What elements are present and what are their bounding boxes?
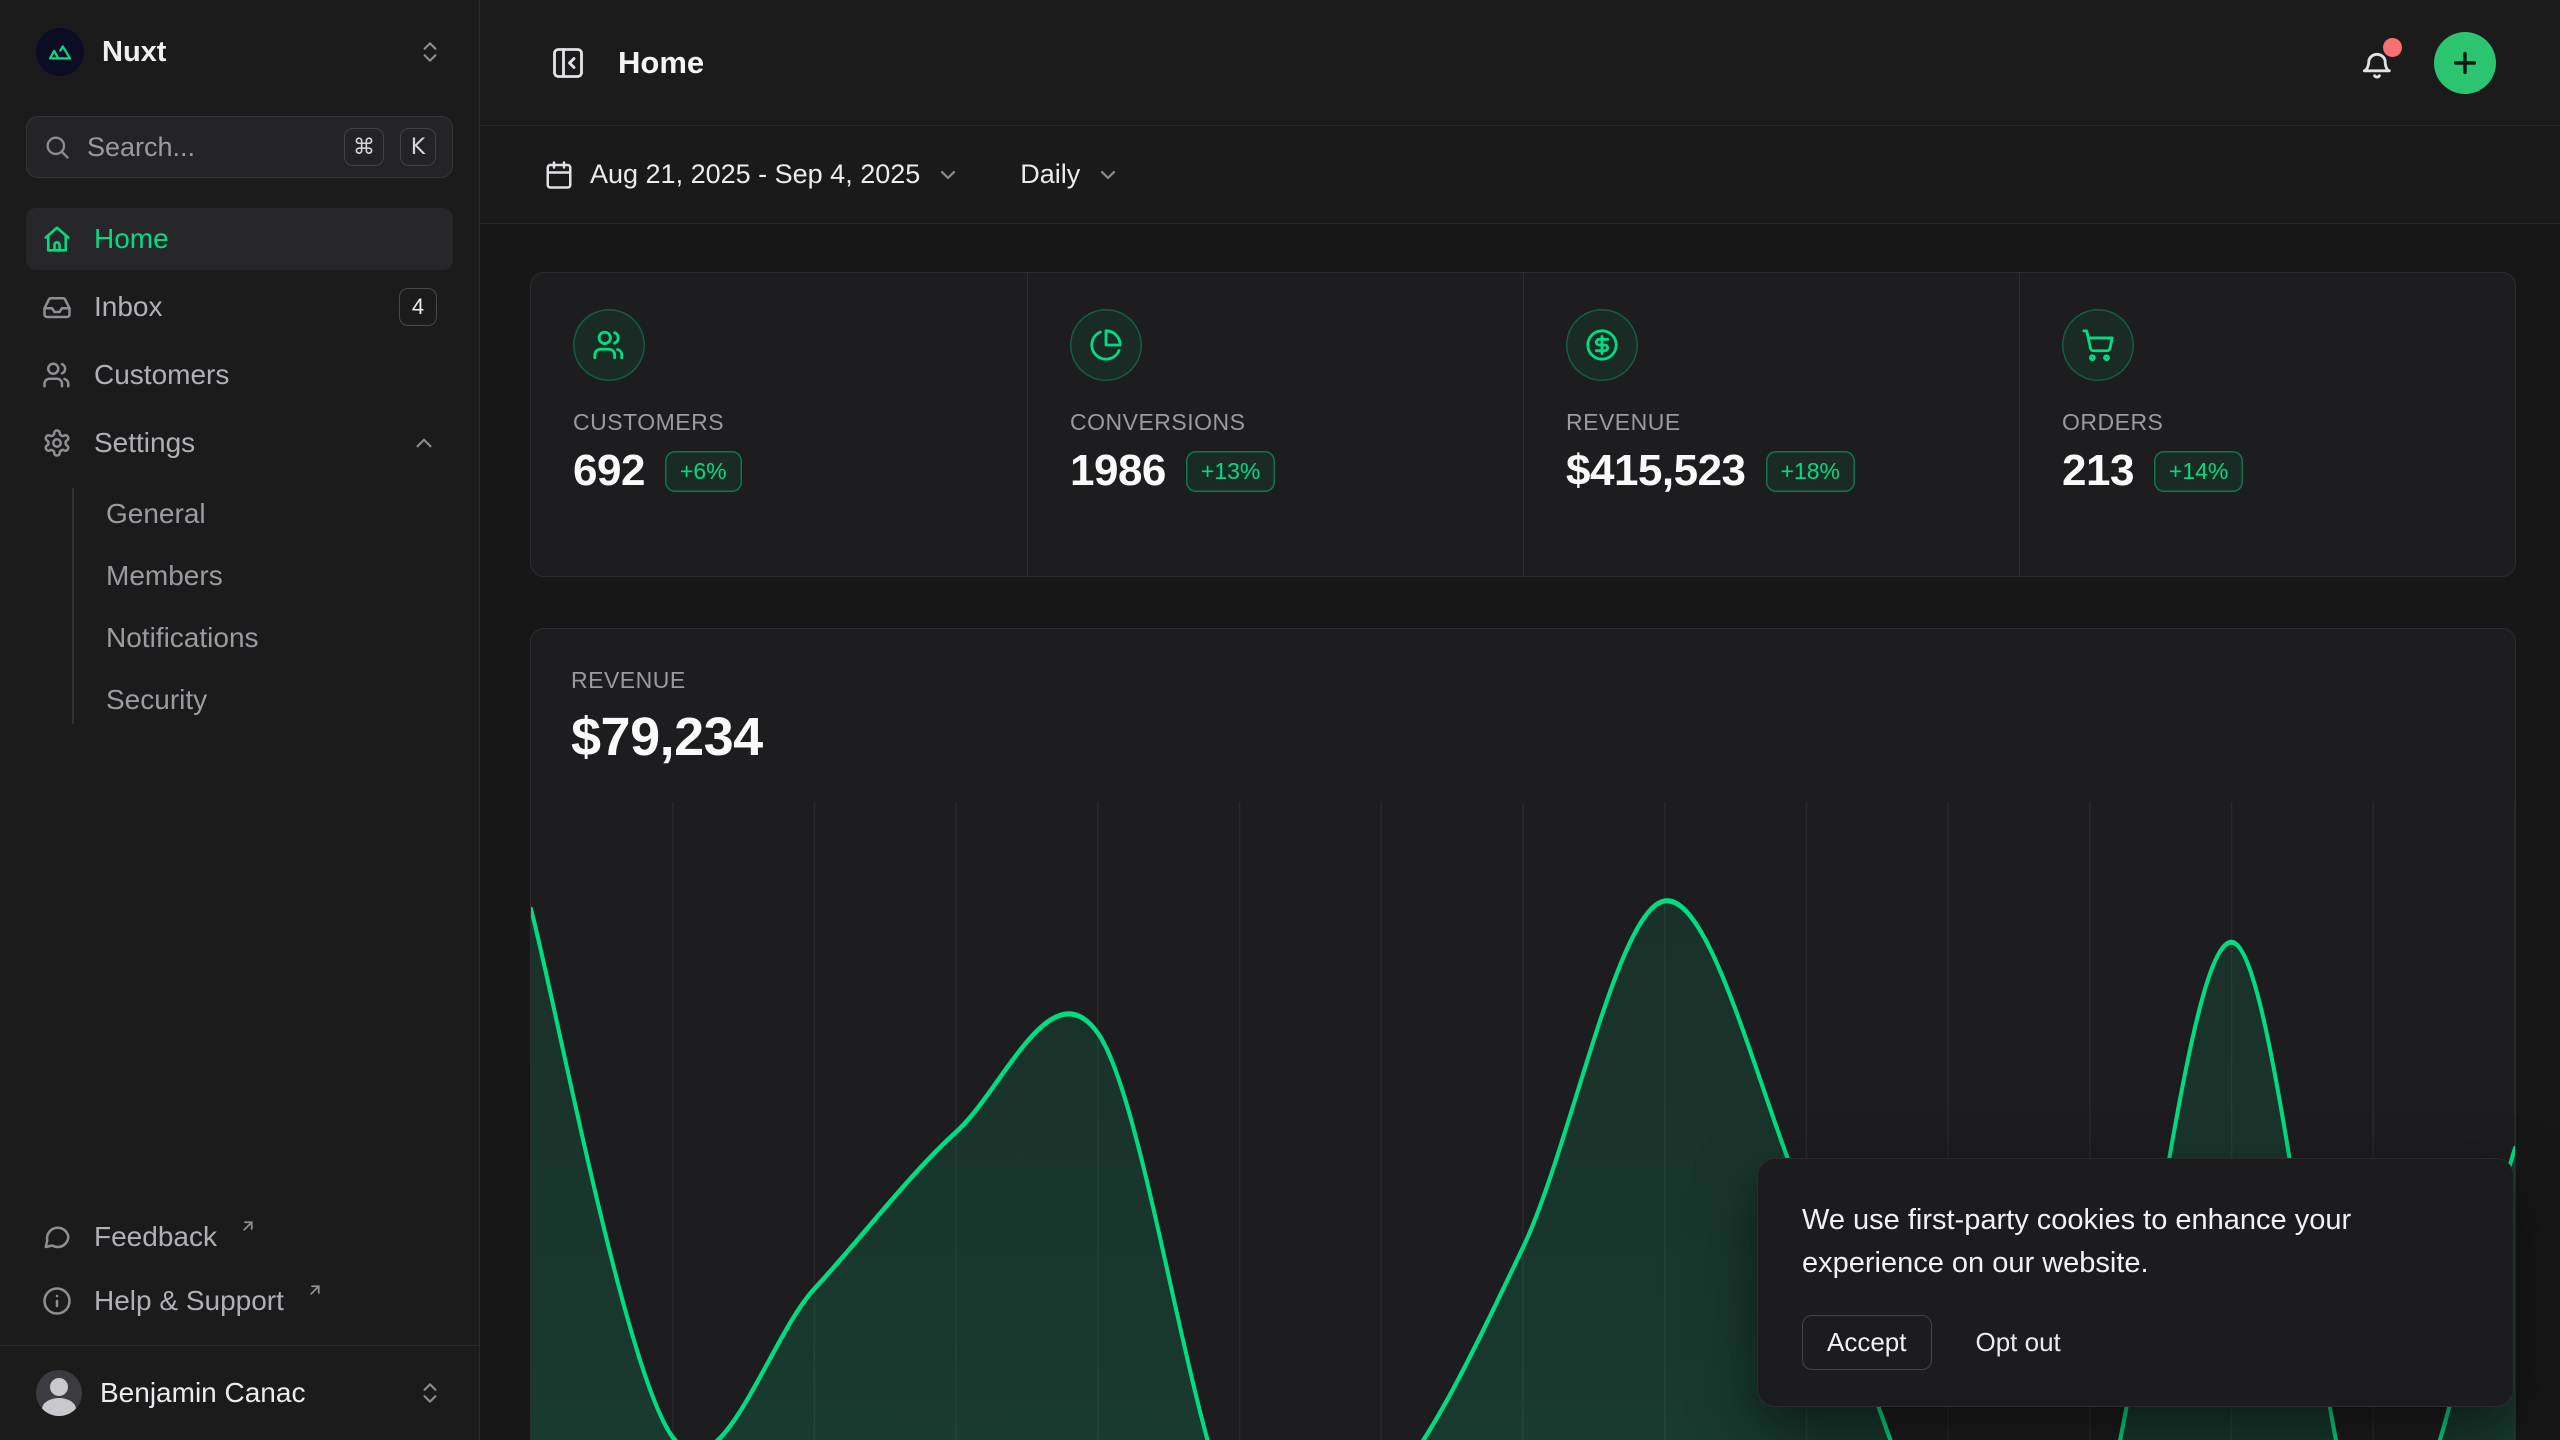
- avatar: [36, 1370, 82, 1416]
- cookie-banner: We use first-party cookies to enhance yo…: [1757, 1158, 2514, 1407]
- sidebar-item-inbox[interactable]: Inbox 4: [26, 276, 453, 338]
- stat-delta-badge: +13%: [1185, 450, 1276, 492]
- sidebar-divider: [0, 1345, 479, 1346]
- cookie-message: We use first-party cookies to enhance yo…: [1802, 1204, 2352, 1280]
- chevron-up-icon: [411, 430, 437, 456]
- nuxt-logo-icon: [36, 28, 84, 76]
- stat-delta-badge: +14%: [2153, 450, 2244, 492]
- user-menu[interactable]: Benjamin Canac: [26, 1346, 453, 1440]
- sidebar-item-customers[interactable]: Customers: [26, 344, 453, 406]
- sidebar-item-security[interactable]: Security: [106, 684, 208, 715]
- sidebar-item-label: Help & Support: [94, 1285, 284, 1316]
- inbox-icon: [42, 292, 74, 322]
- users-icon: [573, 309, 645, 381]
- chart-area-fill: [531, 900, 2515, 1440]
- filters-toolbar: Aug 21, 2025 - Sep 4, 2025 Daily: [480, 126, 2560, 224]
- page-title: Home: [618, 44, 705, 80]
- chevron-down-icon: [1096, 163, 1120, 187]
- interval-value: Daily: [1020, 159, 1081, 189]
- stat-value: $415,523: [1566, 446, 1746, 495]
- sidebar-item-notifications[interactable]: Notifications: [106, 622, 259, 653]
- stat-card-revenue[interactable]: REVENUE $415,523 +18%: [1523, 273, 2019, 576]
- sidebar-item-label: Home: [94, 223, 169, 254]
- user-name: Benjamin Canac: [100, 1377, 306, 1408]
- message-circle-icon: [42, 1222, 74, 1252]
- notifications-button[interactable]: [2354, 37, 2402, 86]
- collapse-sidebar-button[interactable]: [544, 39, 592, 87]
- cookie-actions: Accept Opt out: [1802, 1315, 2469, 1370]
- shopping-cart-icon: [2062, 309, 2134, 381]
- stat-card-orders[interactable]: ORDERS 213 +14%: [2019, 273, 2515, 576]
- pie-chart-icon: [1070, 309, 1142, 381]
- revenue-chart-label: REVENUE: [571, 667, 686, 693]
- stat-label: REVENUE: [1566, 409, 1681, 435]
- brand-name: Nuxt: [102, 35, 167, 68]
- sidebar-item-label: Feedback: [94, 1221, 217, 1252]
- stat-card-customers[interactable]: CUSTOMERS 692 +6%: [531, 273, 1027, 576]
- external-link-icon: [239, 1217, 257, 1235]
- interval-select[interactable]: Daily: [1020, 159, 1120, 190]
- date-range-picker[interactable]: Aug 21, 2025 - Sep 4, 2025: [544, 159, 960, 190]
- stat-label: CUSTOMERS: [573, 409, 725, 435]
- search-icon: [43, 133, 71, 161]
- chart-line: [531, 898, 2515, 1440]
- sidebar-item-settings[interactable]: Settings: [26, 412, 453, 474]
- header-actions: [2354, 31, 2496, 94]
- sidebar-item-home[interactable]: Home: [26, 208, 453, 270]
- sidebar-item-members[interactable]: Members: [106, 560, 223, 591]
- search-placeholder: Search...: [87, 131, 196, 162]
- sidebar: Nuxt Search... ⌘ K Home: [0, 0, 480, 1440]
- notification-dot: [2383, 37, 2402, 57]
- sidebar-item-label: Customers: [94, 359, 230, 390]
- stats-row: CUSTOMERS 692 +6% CONVERSIONS 1986 +13%: [530, 272, 2516, 577]
- external-link-icon: [306, 1281, 324, 1299]
- circle-dollar-icon: [1566, 309, 1638, 381]
- gear-icon: [42, 428, 74, 458]
- stat-delta-badge: +18%: [1765, 450, 1855, 492]
- sidebar-spacer: [26, 732, 453, 1207]
- search-input[interactable]: Search... ⌘ K: [26, 116, 453, 178]
- sidebar-nav: Home Inbox 4 Customers: [26, 208, 453, 732]
- revenue-chart-header: REVENUE $79,234: [531, 629, 2515, 768]
- stat-value: 692: [573, 446, 645, 495]
- stat-delta-badge: +6%: [664, 450, 742, 492]
- stat-value: 213: [2062, 446, 2134, 495]
- sidebar-item-label: Settings: [94, 427, 196, 458]
- add-button[interactable]: [2434, 31, 2496, 94]
- users-icon: [42, 360, 74, 390]
- kbd-k: K: [400, 128, 436, 166]
- stat-card-conversions[interactable]: CONVERSIONS 1986 +13%: [1027, 273, 1523, 576]
- date-range-value: Aug 21, 2025 - Sep 4, 2025: [590, 159, 921, 189]
- info-circle-icon: [42, 1286, 74, 1316]
- settings-subnav: General Members Notifications Security: [26, 480, 453, 732]
- sidebar-item-label: Inbox: [94, 291, 163, 322]
- page-header: Home: [480, 0, 2560, 126]
- sidebar-item-feedback[interactable]: Feedback: [26, 1207, 453, 1267]
- stat-label: CONVERSIONS: [1070, 409, 1246, 435]
- chevrons-up-down-icon: [417, 1380, 443, 1406]
- calendar-icon: [544, 160, 574, 190]
- sidebar-item-general[interactable]: General: [106, 498, 206, 529]
- org-switcher[interactable]: Nuxt: [26, 0, 453, 104]
- revenue-chart-value: $79,234: [571, 707, 763, 767]
- home-icon: [42, 224, 74, 254]
- stat-value: 1986: [1070, 446, 1166, 495]
- inbox-count-badge: 4: [399, 288, 437, 326]
- stat-label: ORDERS: [2062, 409, 2164, 435]
- kbd-cmd: ⌘: [344, 128, 384, 166]
- opt-out-button[interactable]: Opt out: [1975, 1327, 2061, 1357]
- sidebar-footer: Feedback Help & Support: [26, 1207, 453, 1345]
- sidebar-item-help-support[interactable]: Help & Support: [26, 1271, 453, 1331]
- chevron-down-icon: [936, 163, 960, 187]
- chevrons-up-down-icon: [417, 39, 443, 65]
- accept-button[interactable]: Accept: [1802, 1315, 1932, 1370]
